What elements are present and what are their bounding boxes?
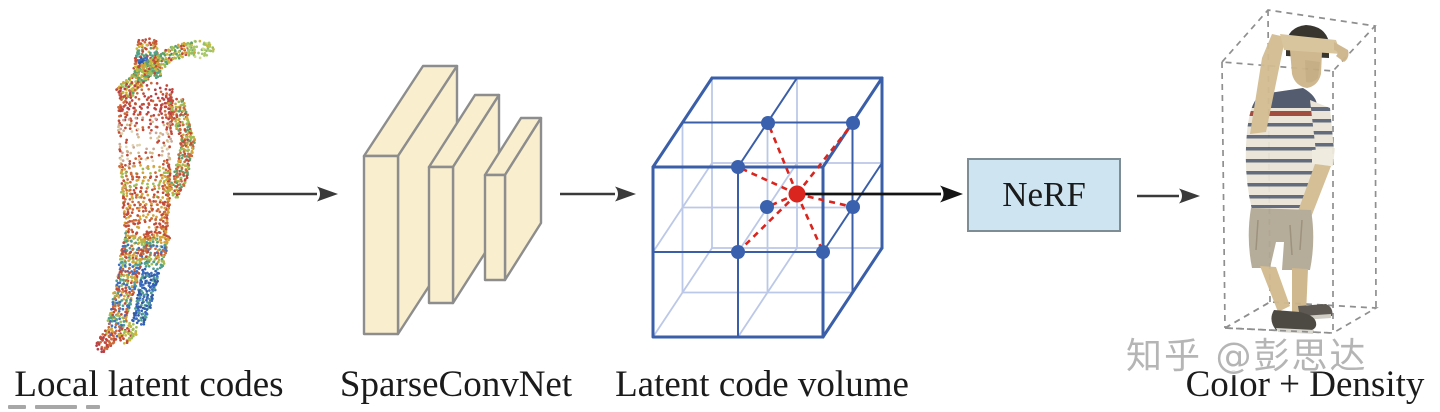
conv-slab-1 <box>362 64 459 336</box>
person-raised-upper-arm <box>1250 34 1290 134</box>
corner-latent-code-dots <box>731 116 860 259</box>
conv-slab-3 <box>483 116 543 282</box>
nerf-label: NeRF <box>1002 175 1086 214</box>
zhihu-watermark: 知乎 @彭思达 <box>1126 336 1368 377</box>
person-face-shading <box>1305 60 1320 83</box>
rendered-person <box>1245 25 1349 334</box>
person-left-leg <box>1260 266 1290 312</box>
person-right-leg <box>1292 268 1308 314</box>
label-color-density: Color + Density <box>1185 364 1425 405</box>
latent-code-volume <box>651 76 963 339</box>
conv-slab-2 <box>427 93 501 305</box>
nerf-module-box: NeRF <box>967 158 1121 232</box>
person-shorts <box>1248 208 1314 270</box>
label-sparseconvnet: SparseConvNet <box>339 364 573 405</box>
arrow-volume-to-nerf <box>800 185 963 203</box>
cropped-caption-artifact <box>8 405 109 411</box>
person-sleeve <box>1310 100 1334 152</box>
arrow-pointcloud-to-sparseconvnet <box>233 186 338 202</box>
person-raised-forearm <box>1280 34 1341 54</box>
label-local-latent-codes: Local latent codes <box>14 364 284 405</box>
label-latent-code-volume: Latent code volume <box>615 364 909 405</box>
point-cloud-person <box>95 37 215 354</box>
person-forearm <box>1297 164 1331 220</box>
person-front-shoe <box>1271 310 1317 332</box>
person-cuff <box>1312 148 1335 166</box>
bounding-box-front-edges <box>1224 301 1334 334</box>
sparseconvnet-layers <box>362 64 543 336</box>
arrow-nerf-to-output <box>1137 188 1200 204</box>
shorts-creases <box>1255 219 1303 256</box>
query-point-dot <box>788 185 806 203</box>
sleeve-stripes <box>1310 107 1334 147</box>
person-raised-hand <box>1334 42 1349 62</box>
arrow-sparseconvnet-to-volume <box>560 186 636 202</box>
